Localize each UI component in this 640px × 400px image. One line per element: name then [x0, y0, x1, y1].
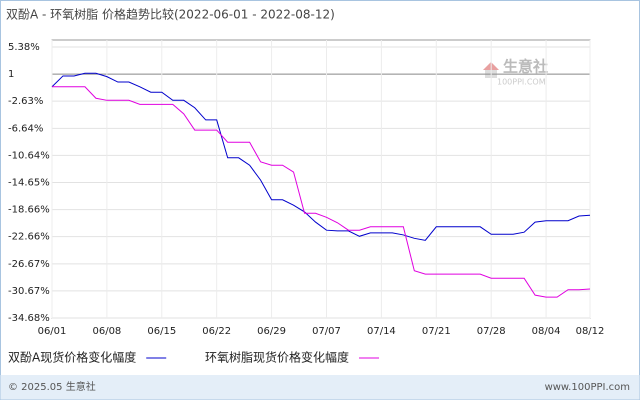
series-line [51, 72, 591, 241]
x-tick-label: 07/21 [422, 326, 451, 337]
x-tick-label: 07/14 [367, 326, 396, 337]
y-tick-label: -34.68% [8, 313, 50, 324]
y-tick-label: -18.66% [8, 205, 50, 216]
x-tick-label: 07/28 [477, 326, 506, 337]
y-tick-label: -30.67% [8, 286, 50, 297]
y-tick-label: -2.63% [8, 96, 43, 107]
x-tick-label: 06/08 [92, 326, 121, 337]
y-tick-label: -26.67% [8, 259, 50, 270]
footer-bar [0, 375, 640, 400]
y-tick-label: -14.65% [8, 178, 50, 189]
series-line [52, 86, 591, 298]
y-tick-label: -10.64% [8, 150, 50, 161]
x-tick-label: 06/29 [257, 326, 286, 337]
y-tick-label: -6.64% [8, 123, 43, 134]
x-tick-label: 06/15 [147, 326, 176, 337]
x-tick-label: 08/12 [576, 326, 605, 337]
x-tick-label: 07/07 [312, 326, 341, 337]
x-tick-label: 06/01 [38, 326, 67, 337]
watermark-site: 100PPI.COM [497, 78, 546, 87]
footer-site: www.100PPI.com [545, 382, 630, 393]
legend-label: 双酚A现货价格变化幅度 [8, 350, 136, 365]
x-tick-label: 06/22 [202, 326, 231, 337]
x-tick-label: 08/04 [532, 326, 561, 337]
y-tick-label: -22.66% [8, 232, 50, 243]
y-tick-label: 1 [8, 69, 14, 80]
copyright: © 2025.05 生意社 [8, 380, 96, 393]
watermark-name: 生意社 [503, 58, 548, 76]
y-tick-label: 5.38% [8, 42, 40, 53]
legend-label: 环氧树脂现货价格变化幅度 [205, 350, 349, 365]
chart-title: 双酚A - 环氧树脂 价格趋势比较(2022-06-01 - 2022-08-1… [6, 7, 335, 22]
